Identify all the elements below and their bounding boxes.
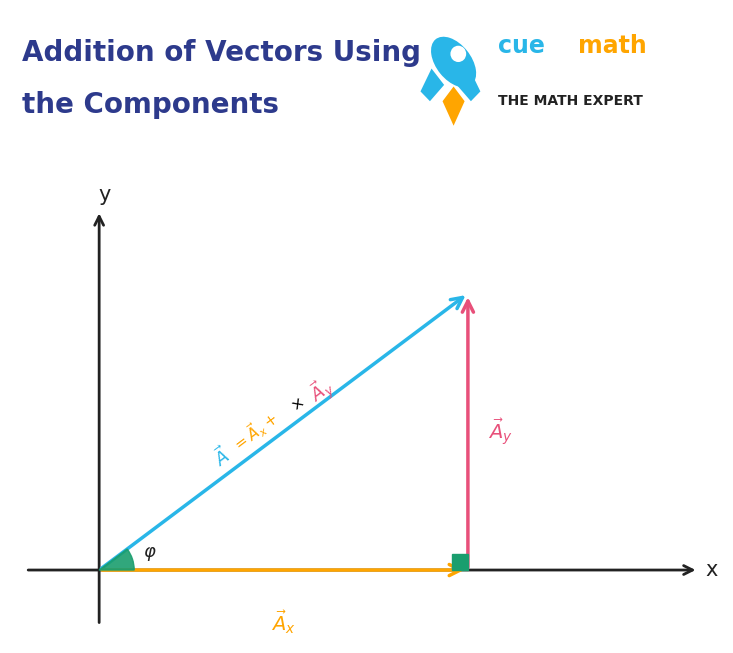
Ellipse shape [431, 37, 476, 88]
Text: y: y [98, 185, 111, 205]
Text: cue: cue [498, 34, 545, 57]
Text: $=\vec{A}_x+$: $=\vec{A}_x+$ [227, 407, 283, 457]
Text: math: math [578, 34, 647, 57]
Text: $\vec{A}_y$: $\vec{A}_y$ [488, 417, 513, 447]
Text: $\vec{A}$: $\vec{A}$ [209, 443, 235, 471]
Text: x: x [706, 560, 718, 580]
Polygon shape [443, 87, 465, 125]
Text: THE MATH EXPERT: THE MATH EXPERT [498, 94, 643, 108]
Text: $\vec{A}_x$: $\vec{A}_x$ [271, 609, 296, 636]
Circle shape [450, 46, 466, 62]
Text: $\vec{A}_y$: $\vec{A}_y$ [305, 374, 341, 411]
Text: φ: φ [144, 543, 155, 561]
Text: Addition of Vectors Using: Addition of Vectors Using [22, 39, 421, 67]
Polygon shape [421, 69, 444, 101]
Polygon shape [452, 554, 468, 570]
Text: the Components: the Components [22, 91, 279, 119]
Text: $\times$: $\times$ [288, 394, 307, 415]
Wedge shape [99, 549, 134, 570]
Polygon shape [457, 69, 480, 101]
